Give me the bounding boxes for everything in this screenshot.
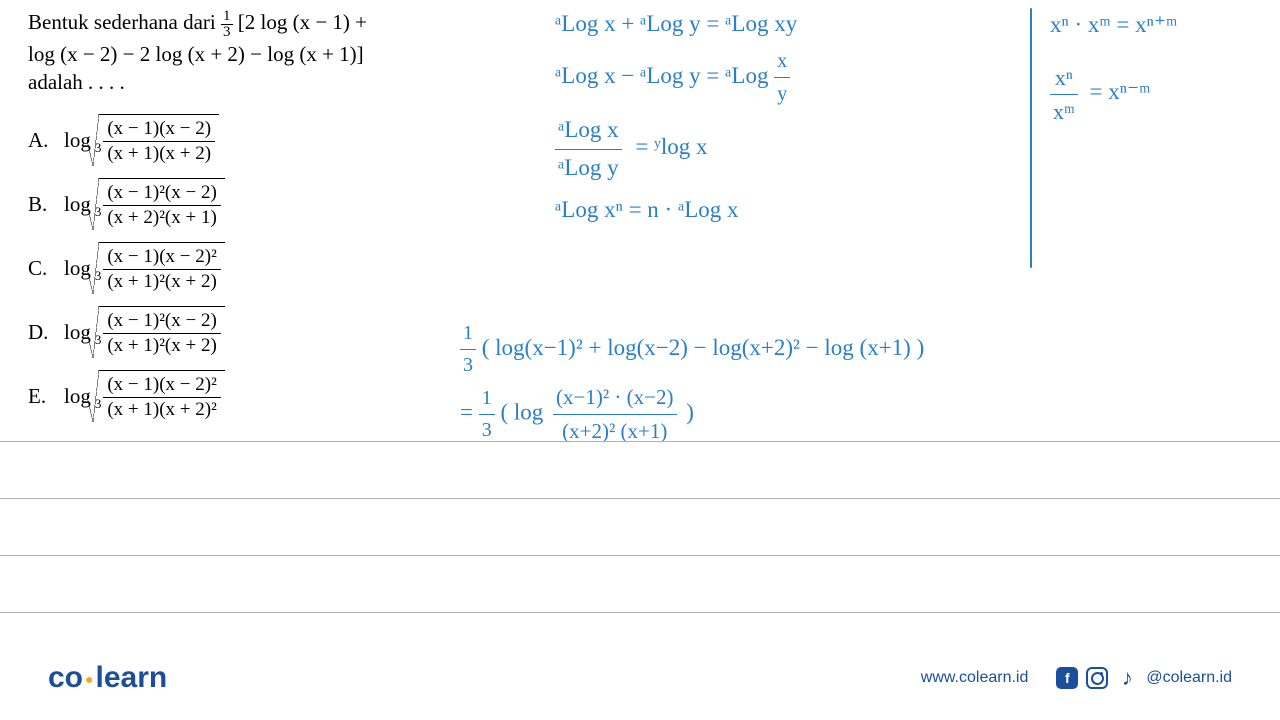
rule-3: ᵃLog x ᵃLog y = ʸlog x xyxy=(555,112,1025,187)
opt-e-den: (x + 1)(x + 2)² xyxy=(103,398,220,422)
facebook-icon: f xyxy=(1056,667,1078,689)
opt-b-den: (x + 2)²(x + 1) xyxy=(103,206,220,230)
work-line-1: 1 3 ( log(x−1)² + log(x−2) − log(x+2)² −… xyxy=(460,318,1250,381)
options-list: A. log 3 (x − 1)(x − 2) (x + 1)(x + 2) B… xyxy=(28,114,458,422)
opt-e-num: (x − 1)(x − 2)² xyxy=(103,373,220,398)
social-icons: f ♪ @colearn.id xyxy=(1056,667,1232,689)
rule-4: ᵃLog xⁿ = n · ᵃLog x xyxy=(555,192,1025,229)
option-e: E. log 3 (x − 1)(x − 2)² (x + 1)(x + 2)² xyxy=(28,370,458,422)
option-b: B. log 3 (x − 1)²(x − 2) (x + 2)²(x + 1) xyxy=(28,178,458,230)
opt-d-num: (x − 1)²(x − 2) xyxy=(103,309,220,334)
handwriting-working: 1 3 ( log(x−1)² + log(x−2) − log(x+2)² −… xyxy=(460,318,1250,447)
logo-dot-icon: ● xyxy=(85,671,93,687)
option-d: D. log 3 (x − 1)²(x − 2) (x + 1)²(x + 2) xyxy=(28,306,458,358)
rule-2: ᵃLog x − ᵃLog y = ᵃLog x y xyxy=(555,45,1025,110)
opt-c-num: (x − 1)(x − 2)² xyxy=(103,245,220,270)
tiktok-icon: ♪ xyxy=(1116,667,1138,689)
q-prefix: Bentuk sederhana dari xyxy=(28,10,221,34)
question-text: Bentuk sederhana dari 1 3 [2 log (x − 1)… xyxy=(28,8,458,96)
option-c: C. log 3 (x − 1)(x − 2)² (x + 1)²(x + 2) xyxy=(28,242,458,294)
footer-right: www.colearn.id f ♪ @colearn.id xyxy=(921,667,1232,689)
option-label: A. xyxy=(28,128,64,153)
logo: co●learn xyxy=(48,661,167,695)
opt-d-den: (x + 1)²(x + 2) xyxy=(103,334,220,358)
work-line-2: = 1 3 ( log (x−1)² · (x−2) (x+2)² (x+1) … xyxy=(460,381,1250,447)
q-suffix: adalah . . . . xyxy=(28,70,125,94)
option-label: B. xyxy=(28,192,64,217)
handwriting-rules: ᵃLog x + ᵃLog y = ᵃLog xy ᵃLog x − ᵃLog … xyxy=(555,6,1025,231)
footer-url: www.colearn.id xyxy=(921,669,1029,687)
opt-b-num: (x − 1)²(x − 2) xyxy=(103,181,220,206)
handwriting-separator xyxy=(1030,8,1032,268)
q-fraction: 1 3 xyxy=(221,9,233,40)
option-label: C. xyxy=(28,256,64,281)
option-label: D. xyxy=(28,320,64,345)
q-expr-2: log (x − 2) − 2 log (x + 2) − log (x + 1… xyxy=(28,42,364,66)
opt-c-den: (x + 1)²(x + 2) xyxy=(103,270,220,294)
handwriting-exponents: xⁿ · xᵐ = xⁿ⁺ᵐ xⁿ xᵐ = xⁿ⁻ᵐ xyxy=(1050,8,1260,128)
logo-learn: learn xyxy=(95,661,167,694)
exp-rule-1: xⁿ · xᵐ = xⁿ⁺ᵐ xyxy=(1050,8,1260,43)
rule-1: ᵃLog x + ᵃLog y = ᵃLog xy xyxy=(555,6,1025,43)
footer: co●learn www.colearn.id f ♪ @colearn.id xyxy=(0,658,1280,698)
exp-rule-2: xⁿ xᵐ = xⁿ⁻ᵐ xyxy=(1050,61,1260,128)
question-block: Bentuk sederhana dari 1 3 [2 log (x − 1)… xyxy=(28,8,458,434)
logo-co: co xyxy=(48,661,83,694)
option-a: A. log 3 (x − 1)(x − 2) (x + 1)(x + 2) xyxy=(28,114,458,166)
q-expr-1: [2 log (x − 1) + xyxy=(238,10,367,34)
option-label: E. xyxy=(28,384,64,409)
opt-a-num: (x − 1)(x − 2) xyxy=(103,117,215,142)
opt-a-den: (x + 1)(x + 2) xyxy=(103,142,215,166)
instagram-icon xyxy=(1086,667,1108,689)
social-handle: @colearn.id xyxy=(1146,669,1232,687)
